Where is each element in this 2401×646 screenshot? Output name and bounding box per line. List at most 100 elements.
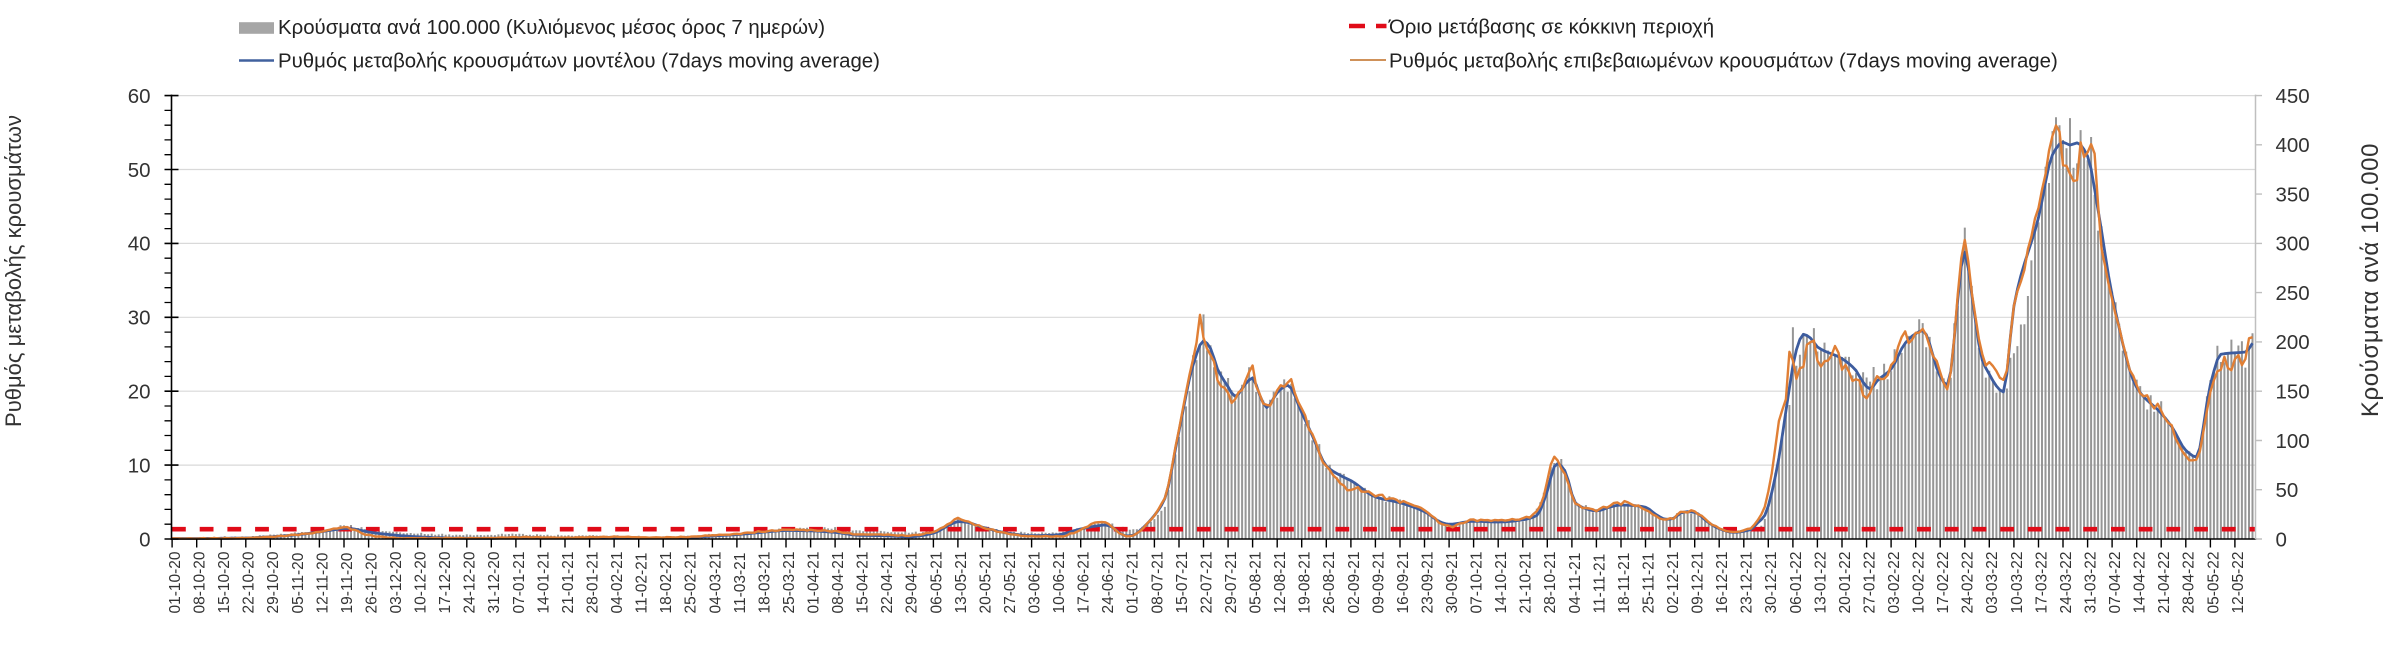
svg-text:29-07-21: 29-07-21	[1223, 551, 1240, 613]
svg-text:16-09-21: 16-09-21	[1395, 551, 1412, 613]
svg-text:17-12-20: 17-12-20	[437, 551, 454, 613]
svg-text:14-10-21: 14-10-21	[1493, 551, 1510, 613]
svg-text:Ρυθμός μεταβολής επιβεβαιωμένω: Ρυθμός μεταβολής επιβεβαιωμένων κρουσμάτ…	[1389, 50, 2058, 72]
svg-text:24-02-22: 24-02-22	[1960, 551, 1977, 613]
svg-text:01-10-20: 01-10-20	[167, 551, 184, 613]
svg-text:0: 0	[139, 528, 150, 551]
svg-text:02-12-21: 02-12-21	[1665, 551, 1682, 613]
svg-text:17-03-22: 17-03-22	[2033, 551, 2050, 613]
svg-text:27-05-21: 27-05-21	[1002, 551, 1019, 613]
svg-text:28-04-22: 28-04-22	[2181, 551, 2198, 613]
svg-text:14-01-21: 14-01-21	[535, 551, 552, 613]
svg-text:100: 100	[2276, 430, 2310, 453]
svg-text:29-10-20: 29-10-20	[265, 551, 282, 613]
svg-text:26-11-20: 26-11-20	[364, 552, 381, 613]
svg-text:14-04-22: 14-04-22	[2132, 551, 2149, 613]
svg-text:350: 350	[2276, 183, 2310, 206]
svg-text:06-05-21: 06-05-21	[928, 551, 945, 613]
svg-text:03-06-21: 03-06-21	[1027, 551, 1044, 613]
svg-text:Όριο μετάβασης σε κόκκινη περι: Όριο μετάβασης σε κόκκινη περιοχή	[1388, 16, 1714, 38]
svg-text:21-04-22: 21-04-22	[2156, 551, 2173, 613]
svg-text:24-06-21: 24-06-21	[1100, 551, 1117, 613]
svg-text:17-06-21: 17-06-21	[1076, 551, 1093, 613]
svg-text:18-02-21: 18-02-21	[658, 551, 675, 613]
svg-text:10-12-20: 10-12-20	[413, 551, 430, 613]
svg-text:15-07-21: 15-07-21	[1174, 551, 1191, 613]
svg-text:01-04-21: 01-04-21	[806, 551, 823, 613]
svg-text:20: 20	[128, 381, 151, 404]
svg-text:19-08-21: 19-08-21	[1297, 551, 1314, 613]
svg-text:12-11-20: 12-11-20	[314, 552, 331, 613]
svg-text:05-05-22: 05-05-22	[2205, 551, 2222, 613]
svg-text:30: 30	[128, 307, 151, 330]
svg-text:Ρυθμός μεταβολής κρουσμάτων: Ρυθμός μεταβολής κρουσμάτων	[1, 115, 26, 427]
svg-text:28-01-21: 28-01-21	[585, 551, 602, 613]
svg-text:08-10-20: 08-10-20	[192, 551, 209, 613]
svg-text:50: 50	[128, 159, 151, 182]
svg-text:11-11-21: 11-11-21	[1591, 554, 1608, 614]
svg-text:19-11-20: 19-11-20	[339, 552, 356, 613]
svg-text:31-03-22: 31-03-22	[2083, 551, 2100, 613]
svg-text:200: 200	[2276, 331, 2310, 354]
svg-text:31-12-20: 31-12-20	[486, 551, 503, 613]
svg-text:22-10-20: 22-10-20	[241, 551, 258, 613]
svg-text:22-07-21: 22-07-21	[1198, 551, 1215, 613]
svg-text:15-04-21: 15-04-21	[855, 551, 872, 613]
svg-text:25-11-21: 25-11-21	[1640, 553, 1657, 614]
svg-text:03-12-20: 03-12-20	[388, 551, 405, 613]
svg-text:450: 450	[2276, 85, 2310, 108]
svg-text:09-09-21: 09-09-21	[1370, 551, 1387, 613]
svg-text:04-02-21: 04-02-21	[609, 551, 626, 613]
svg-text:07-01-21: 07-01-21	[511, 551, 528, 613]
svg-text:Κρούσματα ανά 100.000: Κρούσματα ανά 100.000	[2357, 143, 2384, 417]
svg-text:05-11-20: 05-11-20	[290, 552, 307, 613]
svg-text:60: 60	[128, 85, 151, 108]
svg-text:11-02-21: 11-02-21	[634, 553, 651, 614]
svg-text:07-04-22: 07-04-22	[2107, 551, 2124, 613]
svg-text:27-01-22: 27-01-22	[1862, 551, 1879, 613]
svg-text:05-08-21: 05-08-21	[1248, 551, 1265, 613]
svg-text:22-04-21: 22-04-21	[879, 551, 896, 613]
svg-text:25-03-21: 25-03-21	[781, 551, 798, 613]
svg-text:10-02-22: 10-02-22	[1911, 551, 1928, 613]
svg-text:30-09-21: 30-09-21	[1444, 551, 1461, 613]
svg-text:10: 10	[128, 454, 151, 477]
svg-text:40: 40	[128, 233, 151, 256]
svg-text:0: 0	[2276, 528, 2287, 551]
svg-text:29-04-21: 29-04-21	[904, 551, 921, 613]
svg-text:21-10-21: 21-10-21	[1518, 551, 1535, 613]
svg-text:04-11-21: 04-11-21	[1567, 553, 1584, 614]
svg-text:12-05-22: 12-05-22	[2230, 551, 2247, 613]
svg-text:01-07-21: 01-07-21	[1125, 551, 1142, 613]
svg-text:13-01-22: 13-01-22	[1812, 551, 1829, 613]
svg-text:12-08-21: 12-08-21	[1272, 551, 1289, 613]
svg-text:15-10-20: 15-10-20	[216, 551, 233, 613]
svg-text:03-03-22: 03-03-22	[1984, 551, 2001, 613]
svg-text:Κρούσματα ανά 100.000 (Κυλιόμε: Κρούσματα ανά 100.000 (Κυλιόμενος μέσος …	[278, 17, 825, 39]
svg-text:08-04-21: 08-04-21	[830, 551, 847, 613]
svg-text:17-02-22: 17-02-22	[1935, 551, 1952, 613]
svg-text:08-07-21: 08-07-21	[1149, 551, 1166, 613]
svg-text:23-12-21: 23-12-21	[1739, 551, 1756, 613]
svg-text:03-02-22: 03-02-22	[1886, 551, 1903, 613]
svg-text:26-08-21: 26-08-21	[1321, 551, 1338, 613]
svg-text:30-12-21: 30-12-21	[1763, 551, 1780, 613]
svg-text:18-11-21: 18-11-21	[1616, 553, 1633, 614]
svg-text:25-02-21: 25-02-21	[683, 551, 700, 613]
svg-text:20-01-22: 20-01-22	[1837, 551, 1854, 613]
svg-text:21-01-21: 21-01-21	[560, 551, 577, 613]
svg-text:24-03-22: 24-03-22	[2058, 551, 2075, 613]
svg-text:150: 150	[2276, 381, 2310, 404]
svg-text:13-05-21: 13-05-21	[953, 551, 970, 613]
svg-text:11-03-21: 11-03-21	[732, 553, 749, 614]
svg-text:28-10-21: 28-10-21	[1542, 551, 1559, 613]
svg-text:50: 50	[2276, 479, 2299, 502]
svg-text:07-10-21: 07-10-21	[1469, 551, 1486, 613]
svg-text:04-03-21: 04-03-21	[707, 551, 724, 613]
svg-text:18-03-21: 18-03-21	[756, 551, 773, 613]
svg-text:02-09-21: 02-09-21	[1346, 551, 1363, 613]
svg-text:Ρυθμός μεταβολής κρουσμάτων μο: Ρυθμός μεταβολής κρουσμάτων μοντέλου (7d…	[278, 51, 880, 73]
svg-text:10-06-21: 10-06-21	[1051, 551, 1068, 613]
svg-text:06-01-22: 06-01-22	[1788, 551, 1805, 613]
svg-text:09-12-21: 09-12-21	[1690, 551, 1707, 613]
